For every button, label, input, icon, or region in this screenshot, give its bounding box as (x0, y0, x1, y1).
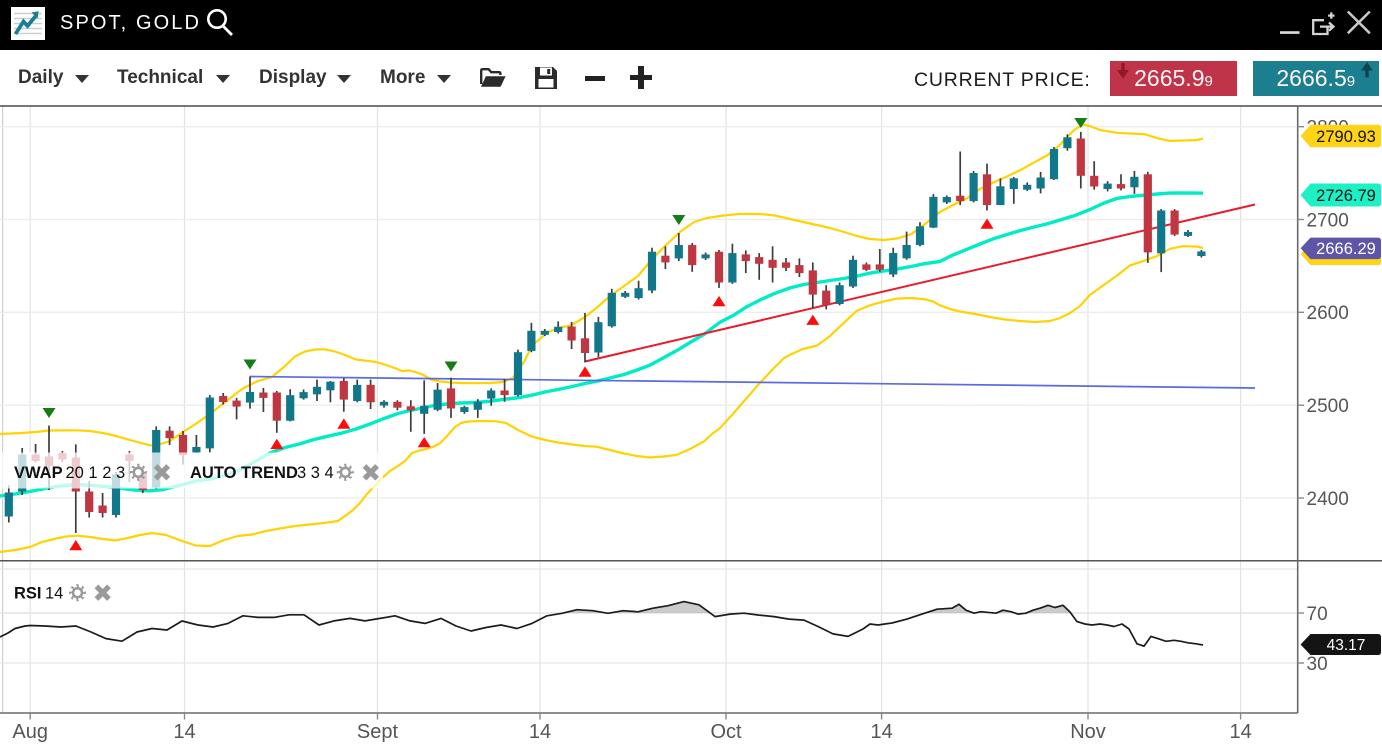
svg-text:Oct: Oct (710, 721, 742, 743)
svg-text:14: 14 (45, 585, 63, 603)
svg-text:VWAP: VWAP (14, 464, 63, 482)
svg-text:2400: 2400 (1307, 489, 1349, 510)
svg-text:14: 14 (1229, 721, 1251, 743)
svg-text:14: 14 (870, 721, 892, 743)
svg-text:43.17: 43.17 (1327, 637, 1366, 654)
svg-text:20 1 2 3: 20 1 2 3 (66, 464, 126, 482)
svg-text:2700: 2700 (1307, 210, 1349, 231)
svg-text:RSI: RSI (14, 585, 42, 603)
svg-text:2726.79: 2726.79 (1316, 187, 1376, 205)
svg-text:Nov: Nov (1070, 721, 1106, 743)
svg-text:Sept: Sept (357, 721, 399, 743)
svg-text:2500: 2500 (1307, 396, 1349, 417)
svg-text:14: 14 (529, 721, 551, 743)
svg-text:30: 30 (1307, 654, 1328, 675)
svg-text:3 3 4: 3 3 4 (297, 464, 334, 482)
svg-text:Aug: Aug (12, 721, 48, 743)
svg-text:70: 70 (1307, 604, 1328, 625)
svg-text:2790.93: 2790.93 (1316, 128, 1376, 146)
svg-text:2600: 2600 (1307, 303, 1349, 324)
svg-text:AUTO TREND: AUTO TREND (190, 464, 298, 482)
svg-text:2666.29: 2666.29 (1316, 240, 1376, 258)
svg-text:14: 14 (173, 721, 195, 743)
